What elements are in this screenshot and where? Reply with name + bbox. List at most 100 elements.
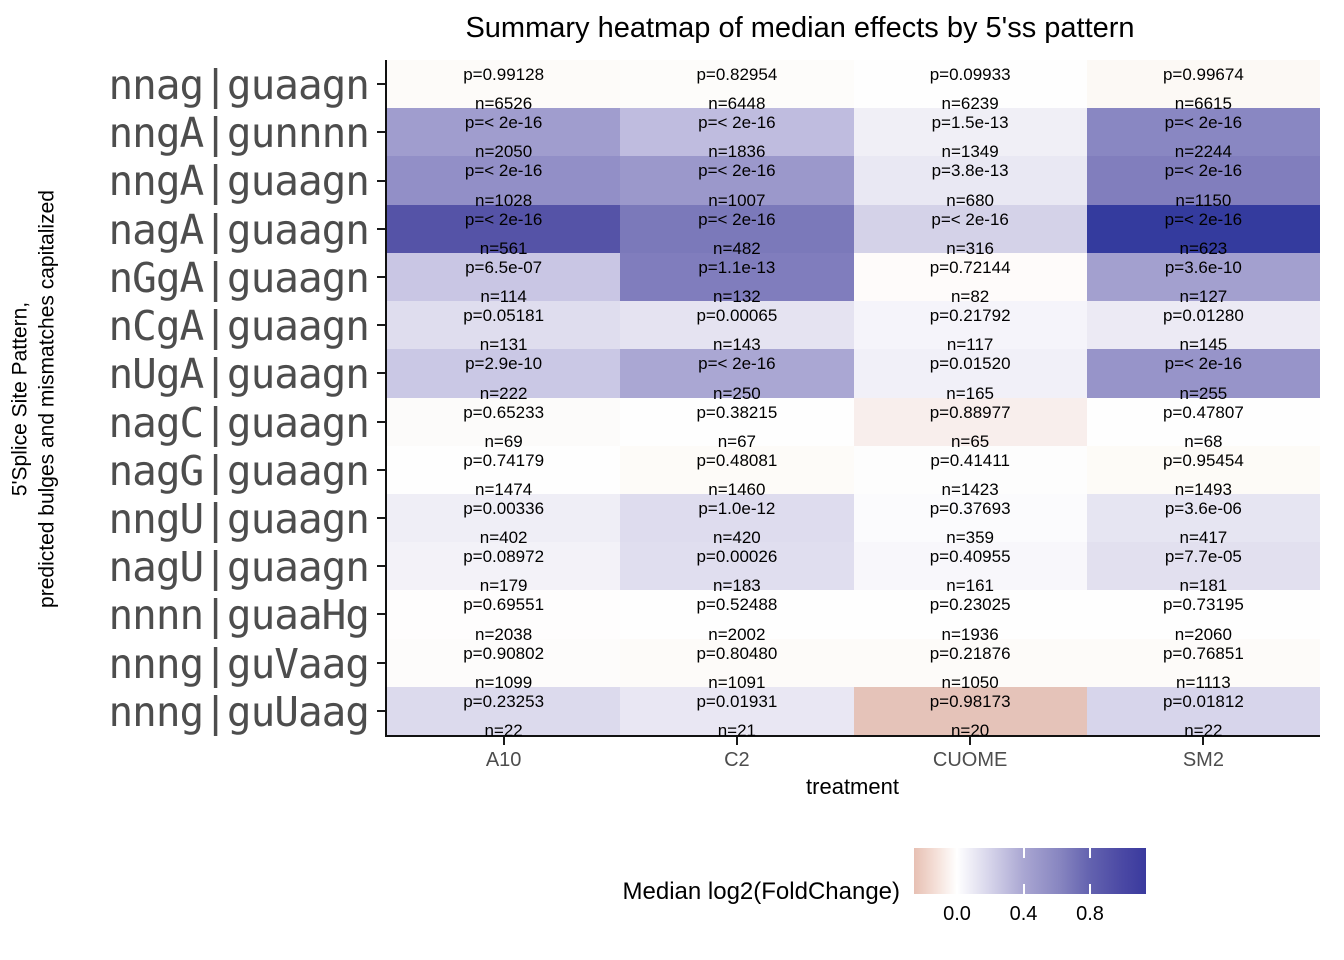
cell-n-value: n=20 xyxy=(950,721,990,740)
cell-n-value: n=131 xyxy=(479,335,528,355)
heatmap-cell: p=0.52488 n=2002 xyxy=(620,590,854,643)
cell-p-value: p=0.00026 xyxy=(696,547,778,567)
cell-n-value: n=82 xyxy=(950,287,990,307)
heatmap-cell: p=0.88977 n=65 xyxy=(853,397,1087,450)
cell-p-value: p=0.74179 xyxy=(463,450,545,470)
cell-p-value: p=< 2e-16 xyxy=(698,354,776,374)
cell-n-value: n=6615 xyxy=(1174,94,1232,114)
cell-n-value: n=1493 xyxy=(1174,479,1232,499)
y-axis-label: nngA|guaagn xyxy=(108,157,370,206)
heatmap-cell: p=0.01520 n=165 xyxy=(853,349,1087,402)
heatmap-cell: p=0.21792 n=117 xyxy=(853,301,1087,354)
cell-p-value: p=3.6e-10 xyxy=(1164,257,1242,277)
cell-n-value: n=1836 xyxy=(708,142,766,162)
cell-p-value: p=0.52488 xyxy=(696,595,778,615)
cell-n-value: n=1050 xyxy=(941,672,999,692)
cell-n-value: n=420 xyxy=(713,528,761,548)
cell-p-value: p=< 2e-16 xyxy=(464,209,543,229)
y-axis-tick xyxy=(377,420,385,423)
cell-p-value: p=0.98173 xyxy=(929,691,1011,711)
cell-p-value: p=0.90802 xyxy=(463,643,545,663)
cell-p-value: p=0.69551 xyxy=(463,595,545,615)
x-axis-tick xyxy=(1202,737,1205,745)
heatmap-cell: p=< 2e-16 n=2244 xyxy=(1086,108,1320,161)
cell-p-value: p=0.38215 xyxy=(696,402,778,422)
legend-tick-label: 0.8 xyxy=(1076,903,1104,925)
heatmap-cell: p=0.23025 n=1936 xyxy=(853,590,1087,643)
heatmap-cell: p=0.99128 n=6526 xyxy=(387,60,621,113)
y-axis-tick xyxy=(377,709,385,712)
heatmap-cell: p=< 2e-16 n=1007 xyxy=(620,156,854,209)
cell-p-value: p=0.73195 xyxy=(1162,595,1244,615)
cell-p-value: p=< 2e-16 xyxy=(464,161,543,181)
cell-n-value: n=250 xyxy=(713,383,761,403)
cell-p-value: p=< 2e-16 xyxy=(1164,113,1243,133)
chart-title: Summary heatmap of median effects by 5's… xyxy=(465,12,1135,44)
cell-p-value: p=0.00065 xyxy=(696,306,778,326)
heatmap-cell: p=0.73195 n=2060 xyxy=(1086,590,1320,643)
cell-n-value: n=127 xyxy=(1179,287,1228,307)
heatmap-cell: p=0.80480 n=1091 xyxy=(620,638,854,691)
cell-n-value: n=1099 xyxy=(475,672,533,692)
cell-n-value: n=255 xyxy=(1179,383,1228,403)
cell-n-value: n=2060 xyxy=(1174,624,1232,644)
heatmap-cell: p=0.05181 n=131 xyxy=(387,301,621,354)
x-axis-tick xyxy=(735,737,738,745)
cell-p-value: p=0.01931 xyxy=(696,691,778,711)
cell-n-value: n=402 xyxy=(479,528,528,548)
cell-n-value: n=1349 xyxy=(941,142,999,162)
y-axis-label: nagG|guaagn xyxy=(108,446,370,495)
cell-p-value: p=0.65233 xyxy=(463,402,545,422)
heatmap-cell: p=< 2e-16 n=623 xyxy=(1086,204,1320,257)
cell-p-value: p=2.9e-10 xyxy=(465,354,543,374)
cell-p-value: p=0.47807 xyxy=(1162,402,1244,422)
cell-p-value: p=0.23025 xyxy=(929,595,1011,615)
heatmap-cell: p=< 2e-16 n=1150 xyxy=(1086,156,1320,209)
cell-p-value: p=0.40955 xyxy=(929,547,1011,567)
heatmap-cell: p=0.72144 n=82 xyxy=(853,252,1087,306)
cell-p-value: p=0.09933 xyxy=(929,65,1011,84)
heatmap-cell: p=0.99674 n=6615 xyxy=(1086,60,1320,113)
x-axis-label: SM2 xyxy=(1182,749,1224,771)
cell-n-value: n=680 xyxy=(946,190,994,210)
cell-p-value: p=< 2e-16 xyxy=(698,113,776,133)
y-axis-tick xyxy=(377,517,385,520)
heatmap-cell: p=6.5e-07 n=114 xyxy=(387,252,621,306)
heatmap-cell: p=< 2e-16 n=316 xyxy=(853,204,1087,257)
cell-p-value: p=0.37693 xyxy=(929,498,1011,518)
heatmap-cell: p=0.38215 n=67 xyxy=(620,397,854,450)
cell-p-value: p=0.48081 xyxy=(696,450,778,470)
y-axis-label: nngU|guaagn xyxy=(108,494,370,543)
cell-n-value: n=161 xyxy=(946,576,994,596)
cell-p-value: p=< 2e-16 xyxy=(1164,209,1243,229)
cell-n-value: n=2002 xyxy=(708,624,766,644)
cell-n-value: n=359 xyxy=(946,528,994,548)
cell-p-value: p=0.88977 xyxy=(929,402,1011,422)
heatmap-cell: p=0.90802 n=1099 xyxy=(387,638,621,691)
x-axis-tick xyxy=(969,737,972,745)
cell-p-value: p=0.72144 xyxy=(929,257,1011,277)
y-axis-tick xyxy=(377,179,385,182)
heatmap-cell: p=0.76851 n=1113 xyxy=(1086,638,1320,691)
legend-title: Median log2(FoldChange) xyxy=(622,878,901,905)
heatmap-cell: p=0.08972 n=179 xyxy=(387,542,621,595)
heatmap-cell: p=0.41411 n=1423 xyxy=(853,445,1087,498)
cell-p-value: p=0.01812 xyxy=(1162,691,1244,711)
cell-p-value: p=< 2e-16 xyxy=(698,209,776,229)
x-axis-label: A10 xyxy=(485,749,522,771)
x-axis-title: treatment xyxy=(806,774,899,799)
legend-tick-label: 0.4 xyxy=(1009,903,1038,925)
y-axis-label: nagU|guaagn xyxy=(108,543,370,592)
heatmap-cell: p=0.69551 n=2038 xyxy=(387,590,621,643)
cell-p-value: p=1.0e-12 xyxy=(698,498,776,518)
heatmap-cell: p=1.1e-13 n=132 xyxy=(620,252,854,306)
x-axis-label: C2 xyxy=(724,749,750,771)
cell-p-value: p=3.6e-06 xyxy=(1164,498,1242,518)
legend-tick-mark xyxy=(1022,848,1025,858)
heatmap-cell: p=3.8e-13 n=680 xyxy=(853,156,1087,209)
cell-p-value: p=0.23253 xyxy=(463,691,545,711)
cell-p-value: p=1.1e-13 xyxy=(698,257,776,277)
cell-n-value: n=1007 xyxy=(708,190,766,210)
cell-p-value: p=< 2e-16 xyxy=(464,113,543,133)
